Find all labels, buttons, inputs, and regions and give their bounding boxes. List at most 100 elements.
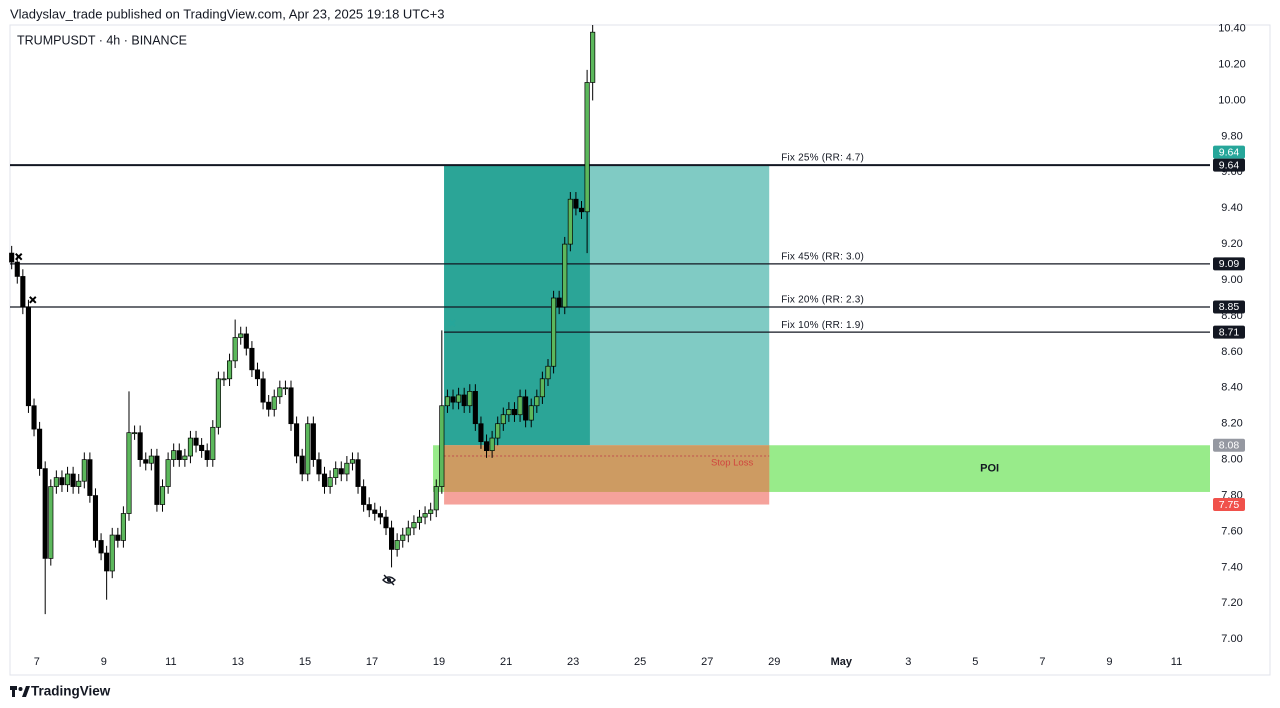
candle-body — [299, 455, 305, 475]
candle-body — [215, 378, 221, 428]
candle-body — [327, 477, 333, 487]
candle-body — [405, 527, 411, 536]
price-tag-label: 8.85 — [1219, 301, 1240, 313]
price-tag — [1213, 300, 1245, 314]
candle-body — [506, 408, 512, 416]
candle-body — [461, 394, 467, 407]
candle-body — [282, 387, 288, 390]
candle-body — [584, 82, 590, 213]
hide-icon — [382, 574, 396, 586]
y-tick-label: 8.20 — [1221, 418, 1242, 430]
x-tick-label: 3 — [905, 656, 911, 668]
candle-body — [20, 276, 26, 308]
labels: 7.007.207.407.607.808.008.208.408.608.80… — [15, 22, 1246, 668]
candles — [9, 25, 596, 615]
candle-body — [109, 534, 115, 572]
candle-body — [148, 455, 154, 464]
candle-body — [104, 552, 110, 572]
candle-body — [249, 347, 255, 371]
candle-body — [76, 480, 82, 487]
candle-body — [154, 455, 160, 505]
price-tag-label: 7.75 — [1219, 499, 1240, 511]
candle-body — [288, 387, 294, 425]
candle-body — [562, 243, 568, 308]
cross-marker — [15, 252, 23, 261]
candle-body — [366, 504, 372, 511]
candle-body — [456, 394, 462, 403]
x-tick-label: 27 — [701, 656, 713, 668]
y-tick-label: 7.00 — [1221, 633, 1242, 645]
candle-body — [500, 414, 506, 425]
candle-body — [495, 423, 501, 439]
candle-body — [25, 306, 31, 407]
cross-marker — [29, 296, 37, 304]
candle-body — [517, 396, 523, 416]
candle-body — [199, 444, 205, 451]
y-tick-label: 9.00 — [1221, 274, 1242, 286]
candle-body — [65, 473, 71, 486]
price-tag-label: 9.64 — [1219, 159, 1240, 171]
x-tick-label: 29 — [768, 656, 780, 668]
candle-body — [70, 473, 76, 487]
candle-body — [14, 261, 20, 277]
candle-body — [394, 540, 400, 550]
candle-body — [489, 437, 495, 451]
candle-body — [98, 540, 104, 554]
candle-body — [305, 423, 311, 475]
price-tag — [1213, 438, 1245, 452]
candle-body — [523, 396, 529, 421]
candle-body — [143, 459, 149, 464]
candle-body — [204, 450, 210, 460]
cross-marker — [448, 319, 456, 327]
y-tick-label: 9.80 — [1221, 130, 1242, 142]
candle-body — [266, 401, 272, 410]
symbol-title: TRUMPUSDT · 4h · BINANCE — [17, 33, 187, 47]
candle-body — [42, 468, 48, 559]
y-tick-label: 9.40 — [1221, 202, 1242, 214]
candle-body — [483, 441, 490, 451]
poi-label: POI — [980, 463, 999, 475]
x-tick-label: 11 — [1171, 656, 1182, 668]
y-tick-label: 7.60 — [1221, 525, 1242, 537]
candle-body — [416, 516, 423, 523]
candle-body — [422, 513, 428, 518]
x-tick-label: 5 — [972, 656, 978, 668]
x-tick-label: 23 — [567, 656, 579, 668]
x-tick-label: 21 — [500, 656, 512, 668]
candle-body — [377, 513, 383, 518]
price-tag-label: 8.08 — [1219, 440, 1240, 452]
stop-label: Stop Loss — [711, 458, 753, 469]
candle-body — [389, 527, 395, 550]
candle-body — [137, 432, 143, 460]
x-tick-label: 13 — [232, 656, 244, 668]
candle-body — [59, 477, 65, 486]
candle-body — [171, 450, 177, 460]
x-tick-label: 9 — [101, 656, 107, 668]
candle-body — [361, 486, 367, 505]
candle-body — [271, 396, 277, 410]
zone-overlap — [444, 445, 770, 492]
price-tag — [1213, 257, 1245, 271]
footer-brand: TradingView — [31, 684, 111, 699]
price-tag — [1213, 145, 1245, 159]
candle-body — [439, 405, 445, 487]
candle-body — [87, 459, 93, 496]
candle-body — [316, 459, 322, 475]
candle-body — [372, 509, 378, 514]
candle-body — [578, 207, 585, 213]
y-tick-label: 10.00 — [1218, 94, 1246, 106]
price-tag-label: 8.71 — [1219, 326, 1240, 338]
candle-body — [567, 198, 573, 245]
candle-body — [428, 509, 434, 514]
candle-body — [221, 378, 227, 381]
candle-body — [92, 495, 99, 541]
level-label: Fix 20% (RR: 2.3) — [781, 295, 864, 306]
levels: Fix 25% (RR: 4.7) Fix 45% (RR: 3.0) Fix 20… — [10, 153, 1210, 333]
candle-body — [115, 534, 121, 541]
candle-body — [338, 468, 344, 475]
y-tick-label: 9.20 — [1221, 238, 1242, 250]
candle-body — [277, 387, 283, 398]
candle-body — [450, 396, 456, 403]
candle-body — [53, 477, 59, 487]
